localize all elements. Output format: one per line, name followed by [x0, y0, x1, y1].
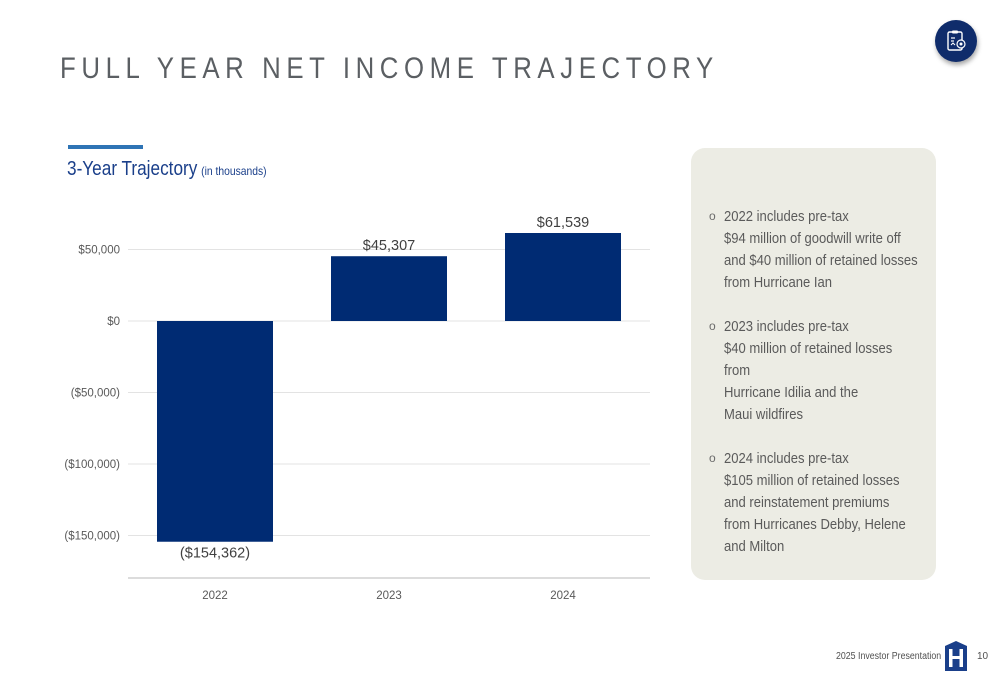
data-label: $61,539 [537, 215, 589, 231]
note-item: o 2023 includes pre-tax $40 million of re… [709, 316, 941, 426]
note-text: 2023 includes pre-tax $40 million of ret… [724, 319, 893, 423]
y-tick-label: ($150,000) [64, 531, 120, 543]
y-tick-label: ($100,000) [64, 459, 120, 471]
x-tick-label: 2022 [202, 590, 228, 602]
brand-h-logo-icon [944, 640, 968, 672]
page-title: FULL YEAR NET INCOME TRAJECTORY [60, 52, 719, 85]
data-label: $45,307 [363, 238, 415, 254]
clipboard-target-icon [935, 20, 977, 62]
note-bullet-icon: o [709, 209, 716, 223]
bar-2024 [505, 232, 621, 321]
subtitle-accent-bar [68, 145, 143, 149]
x-tick-label: 2023 [376, 590, 402, 602]
data-label: ($154,362) [180, 546, 250, 562]
net-income-bar-chart: $50,000 $0 ($50,000) ($100,000) ($150,000) ($… [64, 215, 650, 602]
note-bullet-icon: o [709, 319, 716, 333]
x-tick-label: 2024 [550, 590, 576, 602]
bar-2023 [331, 256, 447, 321]
notes-list: o 2022 includes pre-tax $94 million of go… [709, 206, 941, 580]
note-text: 2024 includes pre-tax $105 million of re… [724, 451, 906, 555]
chart-subtitle-main: 3-Year Trajectory [67, 158, 198, 180]
y-tick-label: $50,000 [78, 245, 120, 257]
notes-panel: o 2022 includes pre-tax $94 million of go… [691, 148, 936, 580]
chart-subtitle-units: (in thousands) [201, 164, 267, 178]
note-item: o 2024 includes pre-tax $105 million of r… [709, 448, 941, 558]
note-text: 2022 includes pre-tax $94 million of goo… [724, 209, 918, 291]
y-tick-label: ($50,000) [71, 388, 120, 400]
chart-subtitle: 3-Year Trajectory (in thousands) [67, 158, 267, 181]
bar-2022 [157, 321, 273, 542]
y-tick-label: $0 [107, 316, 120, 328]
page-number: 10 [977, 651, 989, 662]
footer-label: 2025 Investor Presentation [836, 651, 942, 662]
note-item: o 2022 includes pre-tax $94 million of go… [709, 206, 941, 294]
note-bullet-icon: o [709, 451, 716, 465]
